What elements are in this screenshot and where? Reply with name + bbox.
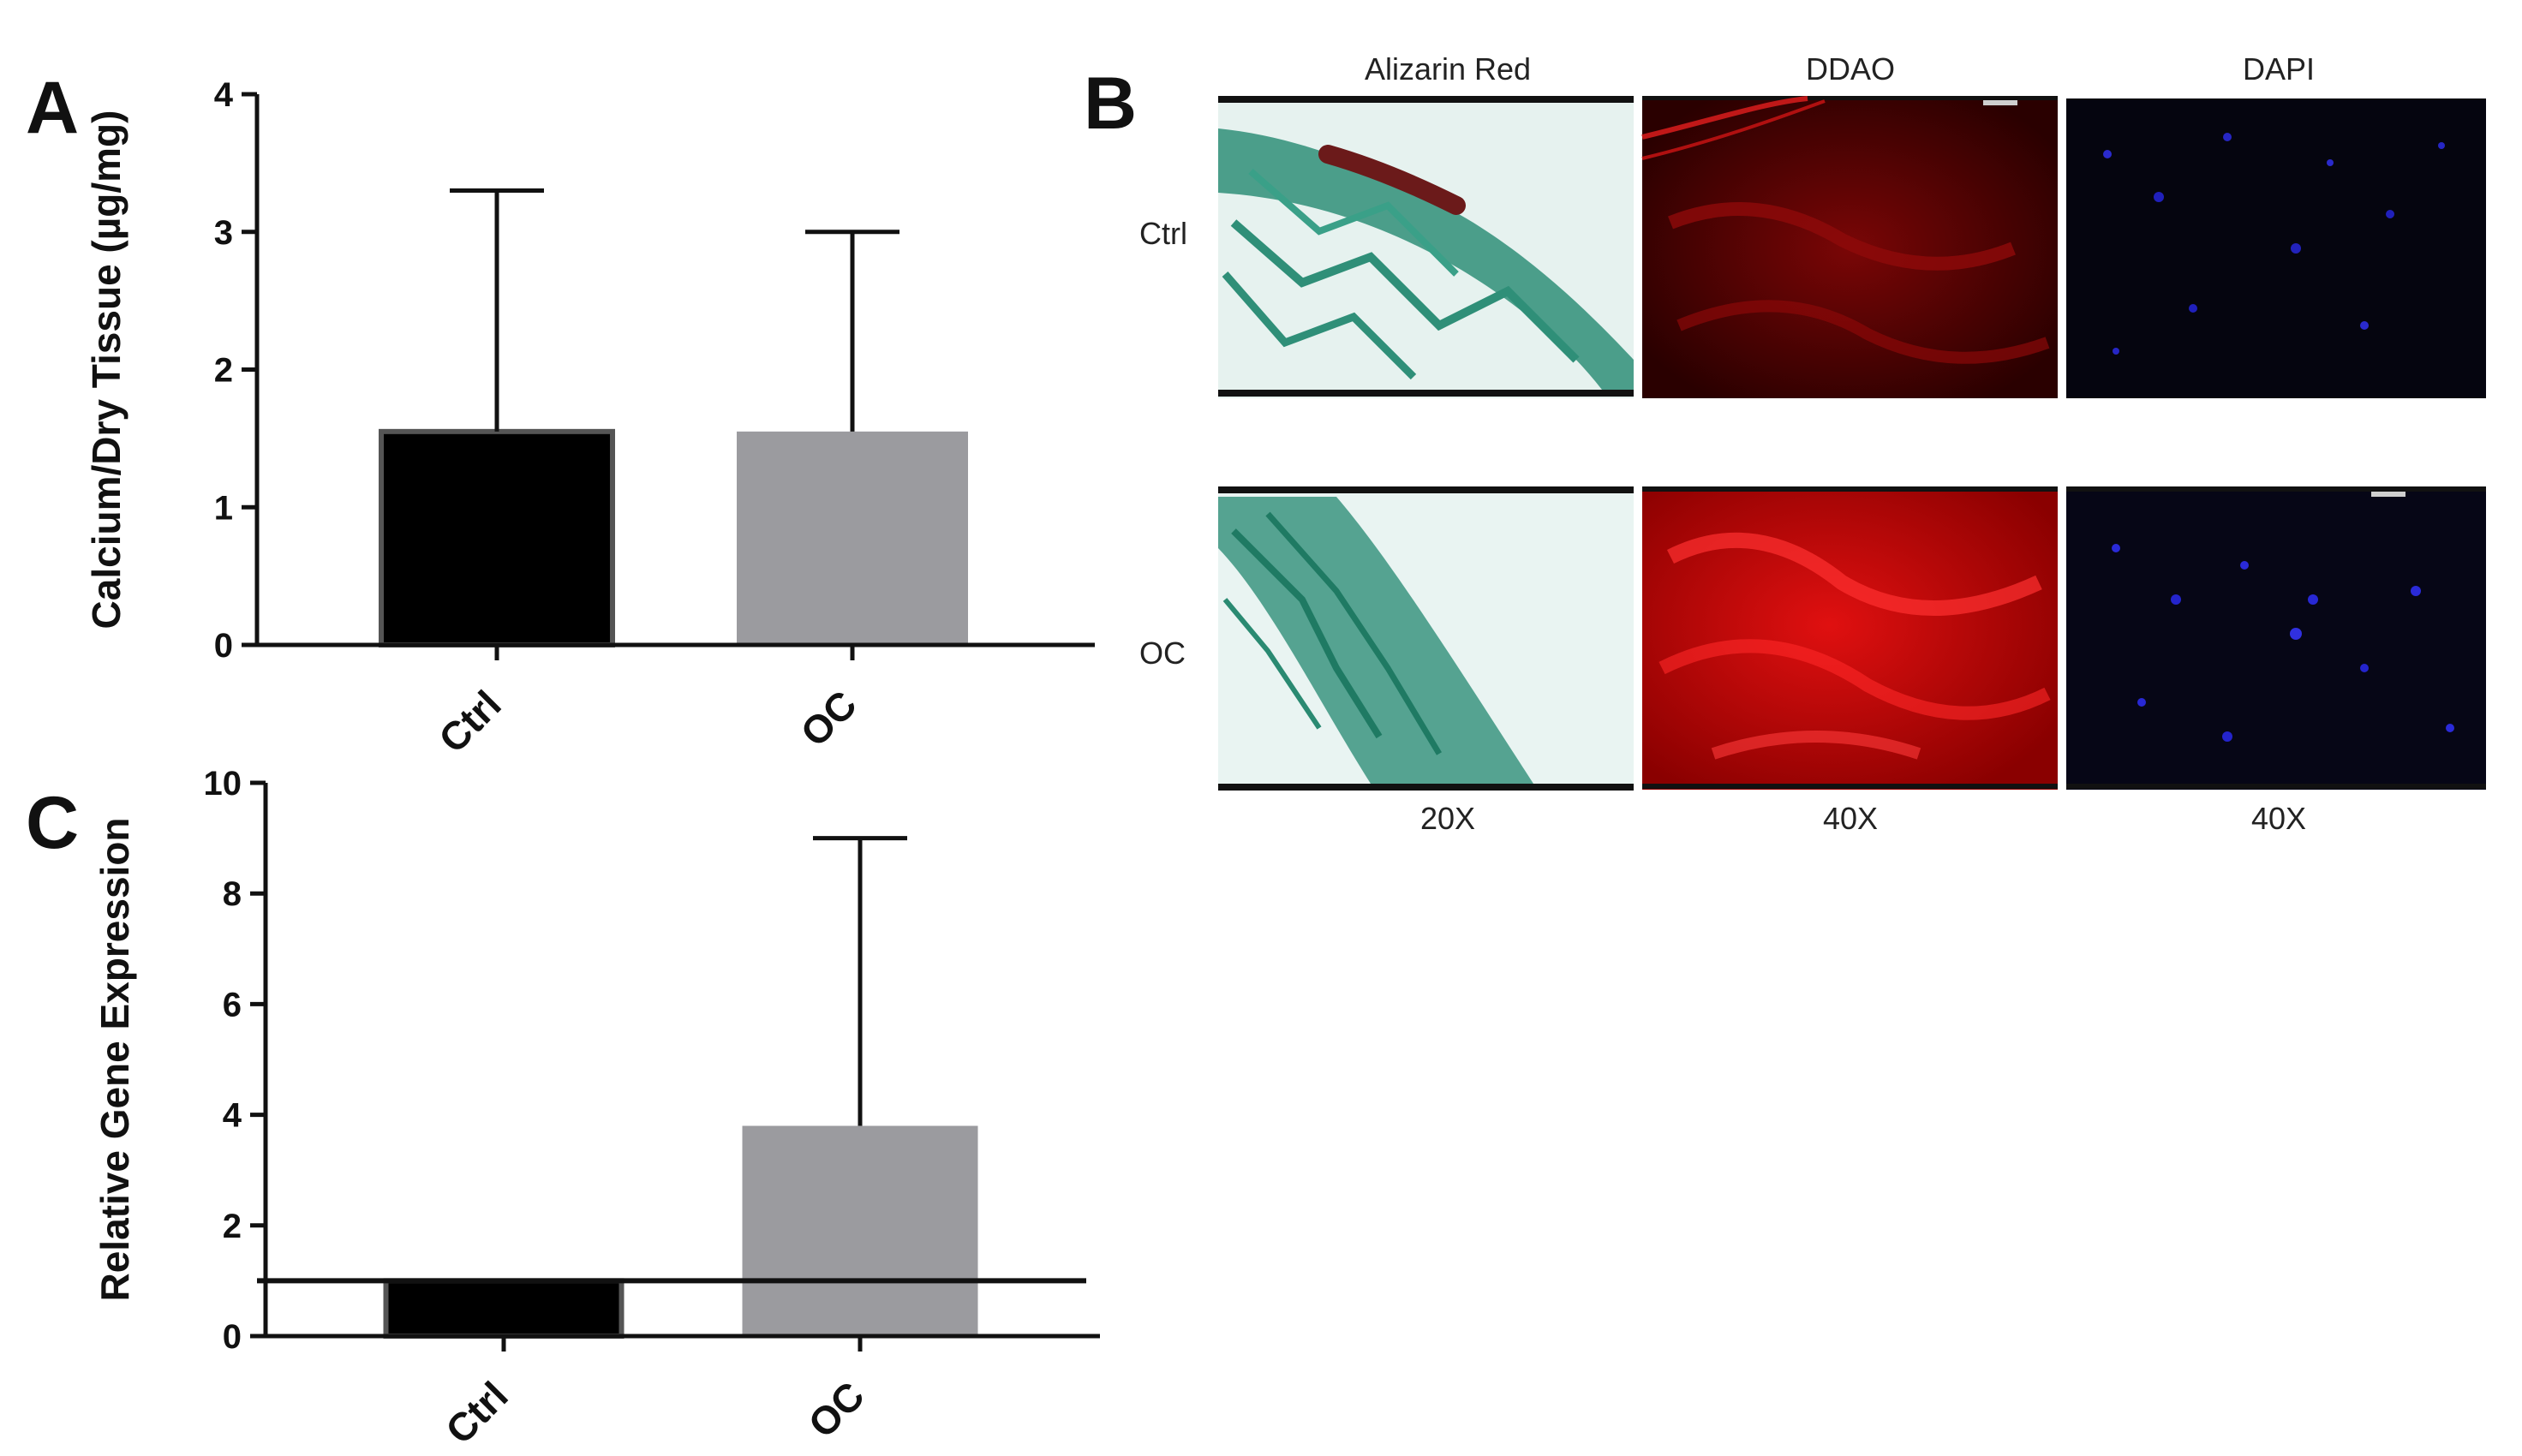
y-tick-label: 0: [214, 627, 233, 665]
chart-c: 0 2 4 6 8 10 Ctrl OC Relative Gene Expression: [93, 765, 1100, 1453]
y-tick-label: 0: [223, 1318, 242, 1356]
x-tick-label: Ctrl: [437, 1373, 517, 1453]
y-axis-title: Calcium/Dry Tissue (µg/mg): [84, 110, 128, 630]
panel-letter-a: A: [26, 67, 79, 149]
magnification-label-1: 20X: [1420, 801, 1475, 836]
magnification-label-3: 40X: [2251, 801, 2306, 836]
x-tick-label: OC: [792, 682, 865, 755]
panel-letter-b: B: [1084, 63, 1137, 145]
row-label-ctrl: Ctrl: [1139, 216, 1187, 251]
x-tick-label: OC: [799, 1373, 873, 1447]
micrograph-ctrl-alizarin: [1218, 96, 1634, 398]
y-tick-label: 6: [223, 986, 242, 1023]
panel-letter-c: C: [26, 782, 79, 864]
x-tick-label: Ctrl: [430, 682, 510, 761]
column-label-ddao: DDAO: [1806, 51, 1895, 87]
bar-oc: [742, 1125, 978, 1336]
chart-a: 0 1 2 3 4 Ctrl OC Calcium/Dry Tissue (µg/mg): [84, 76, 1095, 761]
micrograph-oc-dapi: [2066, 486, 2486, 790]
micrograph-panel: Alizarin Red DDAO DAPI Ctrl OC 20X 40X 4…: [1139, 51, 2486, 836]
y-tick-label: 3: [214, 214, 233, 252]
bar-oc: [737, 431, 968, 645]
micrograph-ctrl-dapi: [2066, 98, 2486, 398]
column-label-dapi: DAPI: [2243, 51, 2315, 87]
column-label-alizarin: Alizarin Red: [1365, 51, 1531, 87]
micrograph-oc-ddao: [1642, 486, 2058, 790]
y-tick-label: 4: [214, 76, 234, 114]
y-tick-label: 4: [223, 1097, 242, 1135]
row-label-oc: OC: [1139, 636, 1186, 671]
y-tick-label: 8: [223, 875, 242, 913]
y-tick-label: 1: [214, 489, 233, 527]
y-tick-label: 2: [214, 352, 233, 390]
micrograph-oc-alizarin: [1218, 486, 1634, 791]
magnification-label-2: 40X: [1823, 801, 1878, 836]
bar-ctrl: [383, 1278, 625, 1340]
micrograph-ctrl-ddao: [1641, 96, 2058, 398]
y-tick-label: 10: [204, 765, 242, 803]
y-axis-title: Relative Gene Expression: [93, 817, 137, 1301]
y-tick-label: 2: [223, 1208, 242, 1245]
bar-ctrl: [379, 428, 615, 647]
